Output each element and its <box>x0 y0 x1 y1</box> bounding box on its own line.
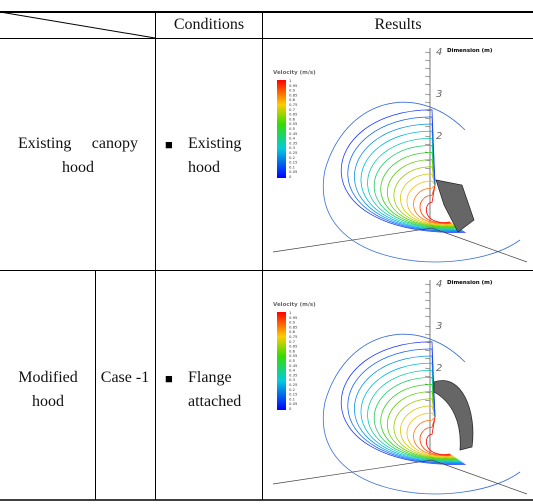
axis-tick <box>425 284 430 285</box>
legend-tick-label: 0 <box>289 406 292 411</box>
axis <box>273 460 432 484</box>
axis-tick <box>425 358 430 359</box>
axis-tick <box>425 144 430 145</box>
condition: Existing hood <box>188 132 256 180</box>
axis-tick-label: 3 <box>436 321 442 332</box>
result-figure: Velocity (m/s)10.950.90.850.80.750.70.65… <box>273 47 527 262</box>
legend-tick-label: 0 <box>289 174 292 179</box>
axis-tick-label: 4 <box>436 279 442 290</box>
legend-bar <box>277 80 286 178</box>
axis-title: Dimension (m) <box>447 280 493 286</box>
page: Velocity (m/s)10.950.90.850.80.750.70.65… <box>0 0 533 504</box>
row-label: Modified hood <box>8 366 88 414</box>
axis-tick <box>425 400 430 401</box>
bullet: ■ <box>165 371 173 387</box>
contour <box>323 102 520 262</box>
axis-tick <box>425 334 430 335</box>
axis-tick <box>425 102 430 103</box>
axis-tick <box>425 316 430 317</box>
result-figure: Velocity (m/s)10.950.90.850.80.750.70.65… <box>273 279 527 494</box>
axis <box>273 228 432 252</box>
header-cell: Results <box>263 13 533 37</box>
row-label: Existing canopy hood <box>18 132 138 180</box>
axis-tick <box>425 126 430 127</box>
axis-tick-label: 3 <box>436 89 442 100</box>
axis-tick <box>425 326 430 327</box>
condition: Flange attached <box>188 366 256 414</box>
contour <box>420 417 451 455</box>
axis-tick <box>425 136 430 137</box>
contour <box>323 334 520 494</box>
axis-tick <box>425 52 430 53</box>
bullet: ■ <box>165 137 173 153</box>
axis-tick <box>425 350 430 351</box>
legend-title: Velocity (m/s) <box>273 302 316 308</box>
hood <box>434 380 473 450</box>
axis-tick <box>425 76 430 77</box>
axis-tick <box>425 118 430 119</box>
axis-tick-label: 4 <box>436 47 442 58</box>
axis-tick <box>425 94 430 95</box>
axis-tick <box>425 68 430 69</box>
legend-title: Velocity (m/s) <box>273 70 316 76</box>
axis-tick <box>425 84 430 85</box>
axis-tick <box>425 308 430 309</box>
axis-tick-label: 2 <box>436 363 442 374</box>
table-frame: Velocity (m/s)10.950.90.850.80.750.70.65… <box>0 0 533 504</box>
table-lines <box>0 12 533 500</box>
axis-title: Dimension (m) <box>447 48 493 54</box>
axis-tick <box>425 168 430 169</box>
header-cell: Conditions <box>156 13 262 37</box>
axis-tick <box>425 376 430 377</box>
axis-tick <box>425 368 430 369</box>
axis-tick-label: 2 <box>436 131 442 142</box>
axis-tick <box>425 300 430 301</box>
row-sublabel: Case -1 <box>100 366 150 390</box>
legend-bar <box>277 312 286 410</box>
axis-tick <box>425 292 430 293</box>
axis-tick <box>425 60 430 61</box>
